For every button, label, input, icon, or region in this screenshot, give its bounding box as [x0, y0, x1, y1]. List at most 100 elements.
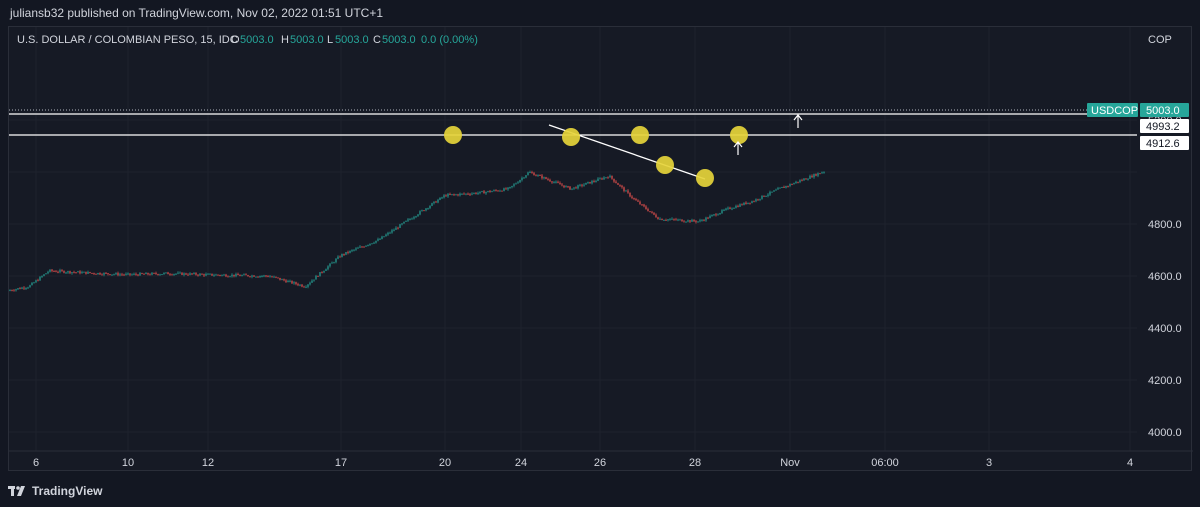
candle [237, 272, 239, 276]
candle [221, 274, 223, 277]
candle [283, 278, 285, 282]
candle [789, 183, 791, 188]
candle [737, 204, 739, 208]
candle [67, 270, 69, 274]
candle [207, 273, 209, 275]
candle [533, 171, 535, 176]
chart-canvas[interactable]: U.S. DOLLAR / COLOMBIAN PESO, 15, IDC O … [9, 27, 1193, 472]
candle [685, 221, 687, 223]
tradingview-logo-icon [8, 486, 25, 496]
candle [295, 281, 297, 286]
candle [123, 273, 125, 276]
candle [267, 275, 269, 278]
candle [475, 192, 477, 195]
candle [153, 272, 155, 274]
candle [477, 191, 479, 196]
svg-text:5003.0: 5003.0 [1146, 105, 1180, 117]
candle [227, 275, 229, 278]
tradingview-logo[interactable]: TradingView [8, 484, 102, 498]
candle [781, 186, 783, 189]
candle [599, 177, 601, 180]
candle [263, 274, 265, 278]
candle [723, 208, 725, 212]
candle [187, 273, 189, 276]
time-axis[interactable]: 6 10 12 17 20 24 26 28 Nov 06:00 3 4 [9, 450, 1193, 469]
candle [447, 193, 449, 198]
candle [749, 202, 751, 205]
candle [41, 275, 43, 279]
candle [255, 276, 257, 278]
candle [173, 273, 175, 276]
candle [373, 241, 375, 244]
candle [643, 203, 645, 208]
candle [621, 184, 623, 189]
candle [253, 275, 255, 277]
candle [541, 174, 543, 180]
candle [337, 255, 339, 260]
candle [417, 214, 419, 217]
candle [39, 276, 41, 281]
candle [679, 218, 681, 221]
candle [379, 237, 381, 240]
candle [797, 181, 799, 184]
candle [331, 261, 333, 264]
candle [219, 274, 221, 277]
candle [815, 173, 817, 177]
candle [293, 281, 295, 285]
candle [145, 272, 147, 275]
candle [259, 275, 261, 279]
candle [241, 274, 243, 277]
marker-circle [656, 156, 674, 174]
candle [535, 174, 537, 177]
svg-text:5003.0: 5003.0 [240, 34, 274, 46]
candle [507, 187, 509, 191]
candle [691, 218, 693, 222]
candle [739, 203, 741, 208]
candle [243, 273, 245, 276]
candle [553, 180, 555, 184]
candle [775, 188, 777, 191]
candle [619, 184, 621, 187]
candle [307, 284, 309, 289]
candle [701, 219, 703, 222]
candle [675, 217, 677, 221]
footer-bar [0, 476, 1200, 507]
candle [699, 218, 701, 223]
candle [455, 193, 457, 196]
candle [65, 271, 67, 274]
candle [159, 273, 161, 276]
candle [281, 278, 283, 281]
candle [403, 221, 405, 224]
candle [111, 274, 113, 276]
candle [733, 207, 735, 209]
candle [151, 271, 153, 276]
candle [251, 274, 253, 279]
candle [633, 197, 635, 201]
candle [727, 206, 729, 211]
candle [581, 183, 583, 188]
candle [771, 191, 773, 193]
candle [673, 218, 675, 221]
candle [415, 215, 417, 219]
candle [711, 214, 713, 217]
candle [515, 182, 517, 185]
candle [817, 172, 819, 178]
candle [317, 275, 319, 277]
candle [197, 274, 199, 277]
candle [169, 273, 171, 276]
candle [195, 272, 197, 276]
price-tick-label: 4000.0 [1148, 427, 1182, 439]
candle [461, 193, 463, 196]
candle [561, 183, 563, 187]
candle [287, 279, 289, 283]
candle [459, 192, 461, 197]
candle [603, 176, 605, 180]
price-axis[interactable]: COP 3800.04000.04200.04400.04600.04800.0… [1148, 34, 1182, 472]
candle [77, 270, 79, 273]
candle [803, 177, 805, 181]
candle [453, 193, 455, 196]
candle [167, 271, 169, 275]
svg-text:5003.0: 5003.0 [382, 34, 416, 46]
chart-pane[interactable]: U.S. DOLLAR / COLOMBIAN PESO, 15, IDC O … [8, 26, 1193, 472]
candle [665, 218, 667, 221]
